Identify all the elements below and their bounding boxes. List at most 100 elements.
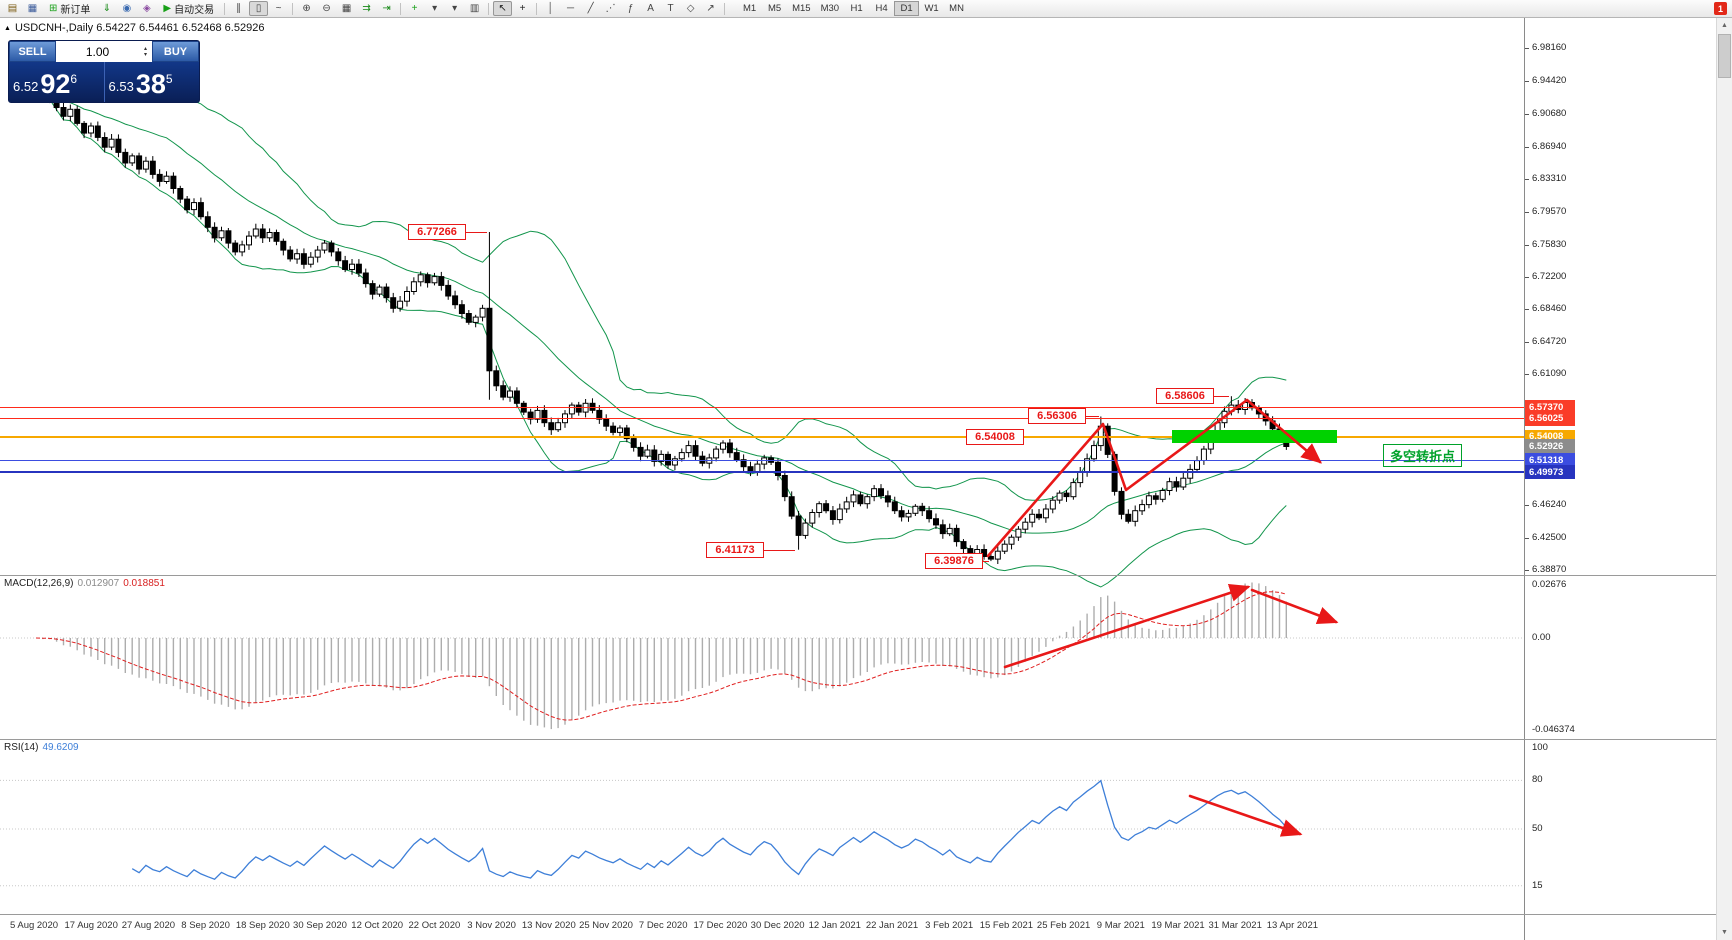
price-axis-tick xyxy=(1525,211,1529,213)
fibonacci-button[interactable]: ƒ xyxy=(621,1,640,16)
date-axis-label: 12 Jan 2021 xyxy=(808,920,861,931)
price-axis-tick xyxy=(1525,178,1529,180)
date-axis-label: 9 Mar 2021 xyxy=(1096,920,1145,931)
scroll-down-button[interactable]: ▼ xyxy=(1721,929,1728,936)
market-diamond-icon: ◈ xyxy=(143,3,151,14)
bar-chart-icon: ∥ xyxy=(236,3,242,14)
chart-list-icon[interactable]: ▦ xyxy=(23,1,42,16)
fibonacci-icon: ƒ xyxy=(627,3,634,14)
buy-button[interactable]: BUY xyxy=(152,41,199,62)
price-axis-label: 6.83310 xyxy=(1532,172,1567,184)
trendline-icon: ╱ xyxy=(587,3,594,14)
horizontal-line-button[interactable]: ─ xyxy=(561,1,580,16)
auto-trading-button-label: 自动交易 xyxy=(174,5,215,16)
cursor-button[interactable]: ↖ xyxy=(493,1,513,16)
price-axis-label: 6.94420 xyxy=(1532,74,1567,86)
label-icon: T xyxy=(667,3,674,14)
timeframe-h4[interactable]: H4 xyxy=(869,1,894,16)
alerts-icon[interactable]: ◉ xyxy=(117,1,136,16)
periods-dropdown[interactable]: ▾ xyxy=(445,1,464,16)
horizontal-line-icon: ─ xyxy=(567,3,575,14)
vertical-line-icon: │ xyxy=(547,3,554,14)
date-axis-label: 12 Oct 2020 xyxy=(351,920,404,931)
new-order-button[interactable]: ⊞ 新订单 xyxy=(43,1,96,16)
vertical-scrollbar[interactable]: ▲ ▼ xyxy=(1716,18,1732,940)
line-chart-button[interactable]: ~ xyxy=(269,1,288,16)
price-axis-label: 6.38870 xyxy=(1532,564,1567,575)
zoom-out-button[interactable]: ⊖ xyxy=(317,1,336,16)
auto-scroll-button[interactable]: ⇉ xyxy=(357,1,376,16)
price-axis-tick xyxy=(1525,276,1529,278)
timeframe-m5[interactable]: M5 xyxy=(762,1,787,16)
shapes-icon: ◇ xyxy=(686,3,695,14)
date-axis-label: 19 Mar 2021 xyxy=(1151,920,1205,931)
notification-badge[interactable]: 1 xyxy=(1714,2,1727,15)
volume-input[interactable] xyxy=(56,44,139,59)
templates-button[interactable]: ▥ xyxy=(465,1,484,16)
channel-button[interactable]: ⋰ xyxy=(601,1,620,16)
chart-window-icon: ▤ xyxy=(7,3,18,14)
history-download-icon[interactable]: ⇓ xyxy=(97,1,116,16)
bar-chart-button[interactable]: ∥ xyxy=(229,1,248,16)
text-button[interactable]: A xyxy=(641,1,660,16)
macd-axis-label: -0.046374 xyxy=(1532,723,1575,735)
arrows-button[interactable]: ↗ xyxy=(701,1,720,16)
date-axis-label: 17 Dec 2020 xyxy=(693,920,748,931)
vertical-line-button[interactable]: │ xyxy=(541,1,560,16)
date-axis-label: 13 Apr 2021 xyxy=(1266,920,1319,931)
candle-chart-button[interactable]: ▯ xyxy=(249,1,269,16)
volume-down-button[interactable]: ▾ xyxy=(143,51,147,58)
sell-button[interactable]: SELL xyxy=(9,41,56,62)
auto-trading-button[interactable]: ▶ 自动交易 xyxy=(157,1,220,16)
market-icon[interactable]: ◈ xyxy=(137,1,156,16)
turning-point-callout: 多空转折点 xyxy=(1383,444,1463,467)
volume-up-button[interactable]: ▴ xyxy=(143,45,147,52)
chart-shift-button[interactable]: ⇥ xyxy=(377,1,396,16)
date-axis-label: 30 Dec 2020 xyxy=(750,920,805,931)
price-level-badge: 6.51318 xyxy=(1525,453,1575,468)
pane-separator-macd-rsi[interactable] xyxy=(0,739,1716,740)
tile-windows-button[interactable]: ▦ xyxy=(337,1,356,16)
shapes-button[interactable]: ◇ xyxy=(681,1,700,16)
price-axis-label: 6.98160 xyxy=(1532,42,1567,53)
scroll-up-button[interactable]: ▲ xyxy=(1721,22,1728,29)
timeframe-m1[interactable]: M1 xyxy=(737,1,762,16)
timeframe-h1[interactable]: H1 xyxy=(844,1,869,16)
trade-panel-header: SELL ▴ ▾ BUY xyxy=(9,41,199,62)
highlight-zone[interactable] xyxy=(1172,430,1337,443)
volume-field[interactable]: ▴ ▾ xyxy=(56,41,152,62)
price-axis-label: 6.90680 xyxy=(1532,107,1567,119)
price-level-badge: 6.57370 xyxy=(1525,400,1575,415)
tile-windows-icon: ▦ xyxy=(341,3,352,14)
timeframe-d1[interactable]: D1 xyxy=(894,1,920,16)
timeframe-mn[interactable]: MN xyxy=(944,1,969,16)
pane-separator-main-macd[interactable] xyxy=(0,575,1716,576)
date-axis: 5 Aug 2020 17 Aug 2020 27 Aug 2020 8 Sep 20… xyxy=(0,915,1524,940)
rsi-label: RSI(14) 49.6209 xyxy=(4,742,79,753)
label-button[interactable]: T xyxy=(661,1,680,16)
crosshair-button[interactable]: + xyxy=(513,1,532,16)
zoom-in-button[interactable]: ⊕ xyxy=(297,1,316,16)
indicators-button[interactable]: + xyxy=(405,1,424,16)
collapse-triangle-icon[interactable]: ▲ xyxy=(4,24,11,32)
indicators-plus-icon: + xyxy=(411,3,418,14)
timeframe-m15[interactable]: M15 xyxy=(787,1,815,16)
toolbar-separator xyxy=(224,2,226,15)
toolbar-separator xyxy=(488,2,490,15)
timeframe-w1[interactable]: W1 xyxy=(919,1,944,16)
line-chart-icon: ~ xyxy=(275,3,282,14)
date-axis-label: 15 Feb 2021 xyxy=(979,920,1034,931)
download-arrow-icon: ⇓ xyxy=(102,3,112,14)
date-axis-label: 31 Mar 2021 xyxy=(1208,920,1262,931)
toolbar-separator xyxy=(536,2,538,15)
indicators-dropdown[interactable]: ▾ xyxy=(425,1,444,16)
scrollbar-thumb[interactable] xyxy=(1718,34,1731,78)
chart-window-icon[interactable]: ▤ xyxy=(3,1,22,16)
new-order-plus-icon: ⊞ xyxy=(49,3,58,14)
toolbar: ▤ ▦ ⊞ 新订单 ⇓ ◉ ◈ ▶ 自动交易 ∥ ▯ ~ ⊕ ⊖ ▦ ⇉ ⇥ + ▾ ▾ ▥ ↖ + │ ─ ╱ ⋰ ƒ A T ◇ ↗ M1… xyxy=(0,0,1732,18)
timeframe-m30[interactable]: M30 xyxy=(816,1,844,16)
trendline-button[interactable]: ╱ xyxy=(581,1,600,16)
chevron-down-icon: ▾ xyxy=(432,3,438,14)
